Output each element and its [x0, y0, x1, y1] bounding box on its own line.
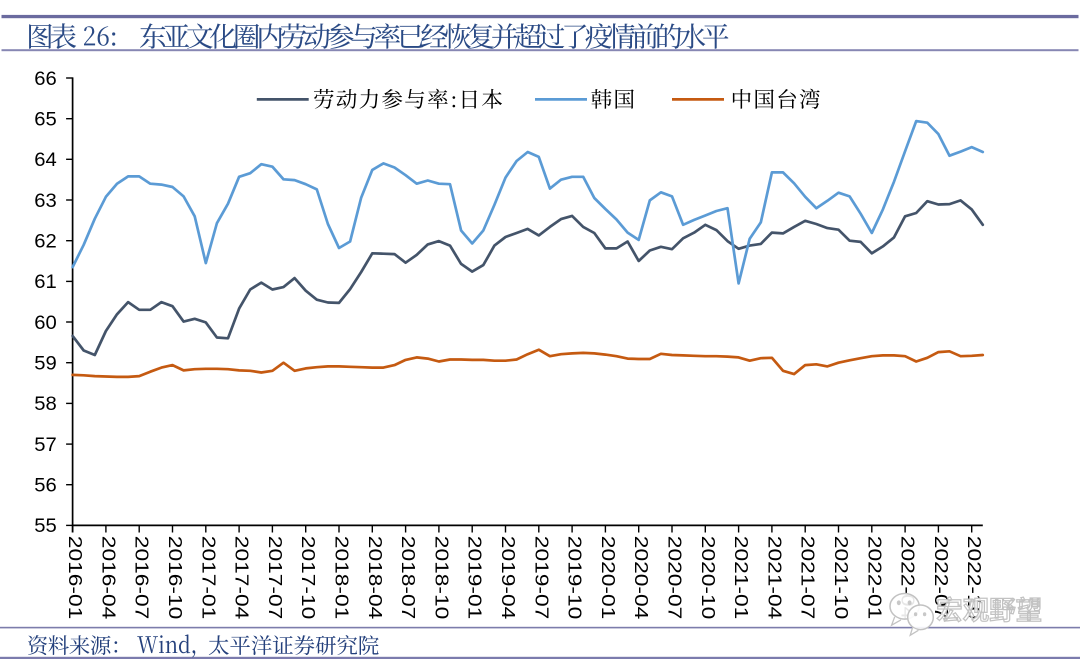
- svg-text:60: 60: [34, 313, 57, 334]
- svg-text:2016-10: 2016-10: [165, 536, 186, 620]
- svg-text:57: 57: [34, 435, 57, 456]
- svg-text:2021-01: 2021-01: [731, 536, 752, 620]
- svg-text:2017-10: 2017-10: [298, 536, 319, 620]
- svg-text:55: 55: [34, 516, 57, 537]
- svg-text:64: 64: [34, 150, 57, 171]
- svg-text:2020-01: 2020-01: [598, 536, 619, 620]
- svg-text:2016-01: 2016-01: [65, 536, 86, 620]
- svg-text:63: 63: [34, 191, 57, 212]
- svg-text:2018-10: 2018-10: [431, 536, 452, 620]
- svg-text:65: 65: [34, 110, 57, 131]
- svg-text:2017-01: 2017-01: [198, 536, 219, 620]
- svg-text:2016-07: 2016-07: [132, 536, 153, 620]
- svg-text:2019-01: 2019-01: [465, 536, 486, 620]
- svg-text:66: 66: [34, 69, 57, 90]
- svg-text:2019-07: 2019-07: [531, 536, 552, 620]
- svg-text:62: 62: [34, 232, 57, 253]
- svg-text:56: 56: [34, 476, 57, 497]
- svg-text:58: 58: [34, 394, 57, 415]
- svg-text:2019-04: 2019-04: [498, 536, 519, 620]
- svg-text:2020-07: 2020-07: [665, 536, 686, 620]
- svg-text:2022-07: 2022-07: [931, 536, 952, 620]
- svg-text:2021-04: 2021-04: [764, 536, 785, 620]
- svg-text:2016-04: 2016-04: [98, 536, 119, 620]
- svg-text:2018-01: 2018-01: [332, 536, 353, 620]
- svg-text:2017-07: 2017-07: [265, 536, 286, 620]
- svg-text:2020-04: 2020-04: [631, 536, 652, 620]
- svg-text:2022-01: 2022-01: [864, 536, 885, 620]
- svg-text:2018-04: 2018-04: [365, 536, 386, 620]
- svg-text:2021-10: 2021-10: [831, 536, 852, 620]
- svg-text:61: 61: [34, 272, 57, 293]
- svg-text:2018-07: 2018-07: [398, 536, 419, 620]
- svg-text:2021-07: 2021-07: [798, 536, 819, 620]
- svg-text:59: 59: [34, 354, 57, 375]
- svg-text:2020-10: 2020-10: [698, 536, 719, 620]
- svg-text:2017-04: 2017-04: [232, 536, 253, 620]
- svg-text:2019-10: 2019-10: [565, 536, 586, 620]
